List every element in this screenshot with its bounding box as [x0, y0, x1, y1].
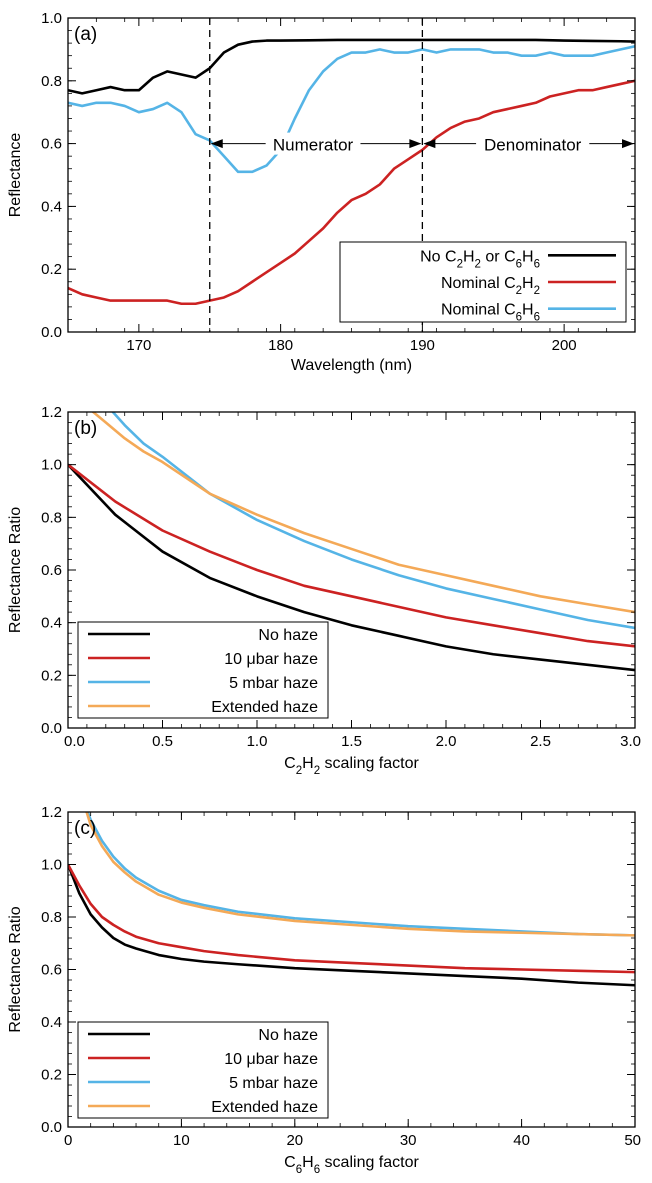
y-tick-label: 0.8: [41, 73, 62, 90]
panel-label: (c): [74, 818, 96, 839]
annotation-bg: [265, 132, 361, 155]
series-line-2: [68, 44, 635, 174]
x-tick-label: 20: [286, 1132, 303, 1149]
series-line-2: [111, 412, 635, 630]
annotation-label-1: Denominator: [484, 136, 582, 155]
x-tick-label: 3.0: [620, 733, 641, 750]
legend-box: [77, 621, 329, 719]
legend-label-2: 5 mbar haze: [229, 675, 318, 692]
y-tick-label: 0.4: [41, 615, 62, 632]
legend: No haze 10 μbar haze 5 mbar haze Extended h…: [77, 621, 329, 719]
legend-label-2: Nominal C6H6: [441, 302, 540, 324]
arrowhead-left: [423, 139, 436, 149]
y-tick-label: 0.8: [41, 909, 62, 926]
legend-label-3: Extended haze: [211, 1099, 318, 1116]
legend-label-3: Extended haze: [211, 699, 318, 716]
y-tick-label: 1.0: [41, 857, 62, 874]
series-line-2: [86, 812, 635, 937]
y-tick-label: 0.0: [41, 1119, 62, 1136]
y-tick-label: 0.6: [41, 562, 62, 579]
series-line-0: [68, 38, 635, 95]
y-tick-label: 0.0: [41, 324, 62, 341]
series-line-3: [85, 812, 635, 937]
x-tick-label: 30: [400, 1132, 417, 1149]
series-line-3: [91, 412, 635, 614]
x-axis-label: C2H2 scaling factor: [284, 755, 419, 777]
series-line-1: [68, 79, 635, 306]
annotation-label-0: Numerator: [273, 136, 354, 155]
panel-2: 0 10 20 30 40 50 0.0 0.2 0.4 0.6 0.8 1.0 1.2 C6H6 sca…: [7, 804, 641, 1176]
y-axis-label: Reflectance Ratio: [7, 906, 24, 1032]
x-tick-label: 1.0: [247, 733, 268, 750]
y-tick-label: 1.0: [41, 457, 62, 474]
x-tick-label: 200: [552, 337, 577, 354]
x-tick-label: 1.5: [341, 733, 362, 750]
panel-label: (b): [74, 418, 97, 439]
y-tick-label: 0.2: [41, 1067, 62, 1084]
panel-0: Numerator Denominator 170 180 190 200 0.0 0.2 0.…: [7, 10, 636, 374]
x-tick-label: 0.0: [64, 733, 85, 750]
x-tick-label: 0: [64, 1132, 72, 1149]
y-tick-label: 0.6: [41, 962, 62, 979]
panel-1: 0.0 0.5 1.0 1.5 2.0 2.5 3.0 0.0 0.2 0.4 0.6 0.8 1.0 1…: [7, 404, 641, 777]
legend: No haze 10 μbar haze 5 mbar haze Extended h…: [77, 1021, 329, 1119]
legend-label-0: No C2H2 or C6H6: [420, 248, 540, 270]
y-tick-label: 0.6: [41, 136, 62, 153]
legend-label-0: No haze: [258, 1027, 318, 1044]
y-tick-label: 0.8: [41, 509, 62, 526]
legend-label-1: 10 μbar haze: [224, 1051, 318, 1068]
arrowhead-left: [210, 139, 223, 149]
x-tick-label: 10: [173, 1132, 190, 1149]
y-tick-label: 0.2: [41, 667, 62, 684]
x-axis-label: C6H6 scaling factor: [284, 1154, 419, 1176]
legend-label-0: No haze: [258, 627, 318, 644]
x-tick-label: 0.5: [152, 733, 173, 750]
series-line-1: [68, 863, 635, 974]
legend: No C2H2 or C6H6 Nominal C2H2 Nominal C6H6: [339, 241, 627, 324]
series-line-1: [68, 463, 635, 648]
legend-label-2: 5 mbar haze: [229, 1075, 318, 1092]
legend-label-1: Nominal C2H2: [441, 275, 540, 297]
y-tick-label: 0.4: [41, 1014, 62, 1031]
y-tick-label: 0.0: [41, 720, 62, 737]
x-tick-label: 50: [624, 1132, 641, 1149]
y-tick-label: 0.2: [41, 261, 62, 278]
x-tick-label: 190: [410, 337, 435, 354]
series-line-0: [68, 864, 635, 987]
x-tick-label: 2.5: [530, 733, 551, 750]
x-axis-label: Wavelength (nm): [291, 357, 412, 374]
panel-label: (a): [74, 24, 97, 45]
x-tick-label: 2.0: [436, 733, 457, 750]
y-tick-label: 0.4: [41, 198, 62, 215]
y-axis-label: Reflectance: [7, 133, 24, 218]
annotation-bg: [476, 132, 590, 155]
x-tick-label: 170: [126, 337, 151, 354]
arrowhead-right: [409, 139, 422, 149]
y-tick-label: 1.2: [41, 804, 62, 821]
legend-label-1: 10 μbar haze: [224, 651, 318, 668]
y-axis-label: Reflectance Ratio: [7, 507, 24, 633]
y-tick-label: 1.0: [41, 10, 62, 27]
y-tick-label: 1.2: [41, 404, 62, 421]
x-tick-label: 180: [268, 337, 293, 354]
legend-box: [77, 1021, 329, 1119]
x-tick-label: 40: [513, 1132, 530, 1149]
series-line-0: [68, 463, 635, 672]
